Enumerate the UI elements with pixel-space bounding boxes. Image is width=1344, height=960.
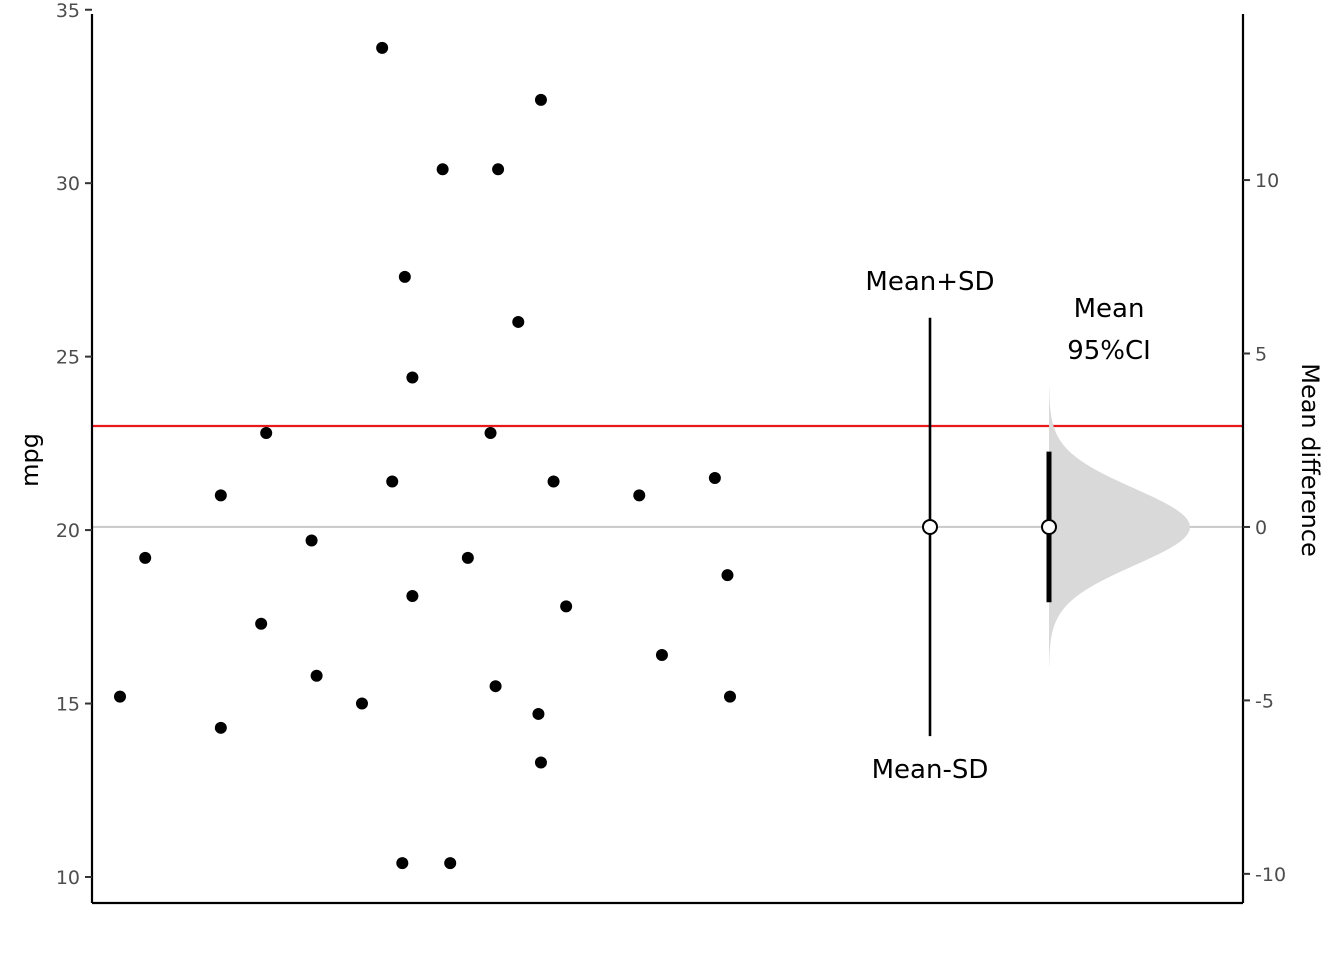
y-axis-title: mpg <box>16 433 44 487</box>
data-point-11 <box>386 475 399 488</box>
data-point-25 <box>534 756 547 769</box>
data-point-22 <box>512 315 525 328</box>
y-tick-label-30: 30 <box>56 173 80 195</box>
data-point-31 <box>721 569 734 582</box>
y2-axis-title: Mean difference <box>1296 363 1324 557</box>
y-tick-label-35: 35 <box>56 0 80 22</box>
y-tick-label-20: 20 <box>56 520 80 542</box>
data-point-18 <box>461 551 474 564</box>
data-point-14 <box>406 371 419 384</box>
data-point-3 <box>214 489 227 502</box>
data-point-10 <box>376 41 389 54</box>
data-point-19 <box>484 426 497 439</box>
data-point-16 <box>436 163 449 176</box>
data-point-23 <box>532 707 545 720</box>
data-point-26 <box>547 475 560 488</box>
data-point-9 <box>355 697 368 710</box>
y-tick-label-25: 25 <box>56 347 80 369</box>
y2-tick-label-10: 10 <box>1255 170 1279 192</box>
data-point-13 <box>398 270 411 283</box>
data-point-12 <box>396 857 409 870</box>
y2-tick-label-5: 5 <box>1255 344 1267 366</box>
data-point-4 <box>214 721 227 734</box>
mean-sd-lower-label: Mean-SD <box>872 755 989 785</box>
mean-sd-upper-label: Mean+SD <box>865 267 994 297</box>
axes-layer: 10 15 20 25 30 35 -10 -5 0 5 10 <box>56 0 1286 905</box>
data-point-32 <box>724 690 736 703</box>
data-point-7 <box>305 534 318 547</box>
ci-density-curve <box>1049 387 1190 667</box>
data-point-8 <box>310 669 323 682</box>
summary-layer <box>922 317 1190 737</box>
data-point-30 <box>708 472 721 485</box>
y-tick-label-10: 10 <box>56 867 80 889</box>
data-point-21 <box>492 163 505 176</box>
mean-ci-label-line2: 95%CI <box>1067 336 1151 366</box>
data-point-27 <box>560 600 573 613</box>
data-point-29 <box>655 648 668 661</box>
data-point-17 <box>444 857 457 870</box>
y-tick-label-15: 15 <box>56 694 80 716</box>
mean-sd-point <box>922 518 938 535</box>
data-point-20 <box>489 680 502 693</box>
data-point-28 <box>633 489 646 502</box>
y2-tick-label--10: -10 <box>1255 864 1286 886</box>
data-point-5 <box>255 617 268 630</box>
y2-tick-label--5: -5 <box>1255 690 1274 712</box>
data-point-2 <box>139 551 152 564</box>
data-point-15 <box>406 589 419 602</box>
y2-tick-label-0: 0 <box>1255 517 1267 539</box>
data-point-6 <box>260 426 273 439</box>
data-point-1 <box>114 690 126 703</box>
data-point-24 <box>534 93 547 106</box>
mean-ci-label-line1: Mean <box>1074 294 1145 324</box>
data-points-layer <box>114 41 736 870</box>
mean-ci-point <box>1041 518 1057 535</box>
